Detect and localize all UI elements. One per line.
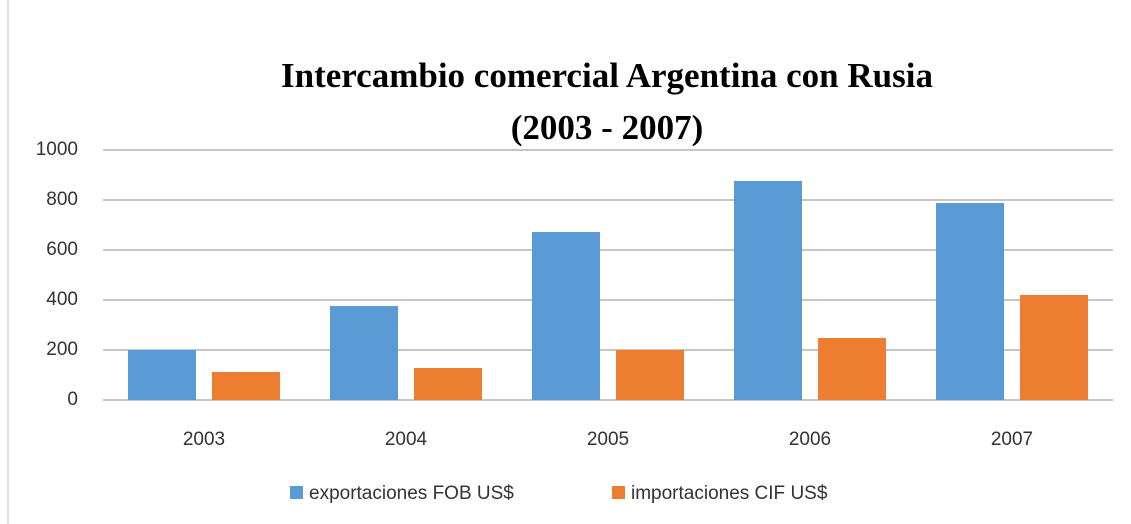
bar [818, 338, 886, 400]
bar [1020, 295, 1088, 400]
bar [734, 181, 802, 400]
legend-label: exportaciones FOB US$ [309, 483, 514, 504]
x-tick-label: 2007 [991, 429, 1033, 450]
y-tick-label: 400 [46, 289, 78, 310]
bar [128, 350, 196, 400]
chart-title: Intercambio comercial Argentina con Rusi… [281, 56, 933, 147]
bar [212, 372, 280, 400]
x-tick-label: 2003 [183, 429, 225, 450]
legend-swatch [612, 486, 625, 499]
x-tick-label: 2005 [587, 429, 629, 450]
bar [936, 203, 1004, 400]
y-tick-label: 800 [46, 189, 78, 210]
x-tick-label: 2004 [385, 429, 428, 450]
legend-label: importaciones CIF US$ [631, 483, 828, 504]
x-tick-label: 2006 [789, 429, 831, 450]
y-tick-label: 600 [46, 239, 78, 260]
bar [532, 232, 600, 400]
bar [330, 306, 398, 400]
y-tick-label: 0 [67, 389, 78, 410]
y-tick-label: 200 [46, 339, 78, 360]
bar [414, 368, 482, 400]
bar [616, 350, 684, 400]
legend-swatch [290, 486, 303, 499]
y-tick-label: 1000 [36, 139, 78, 160]
